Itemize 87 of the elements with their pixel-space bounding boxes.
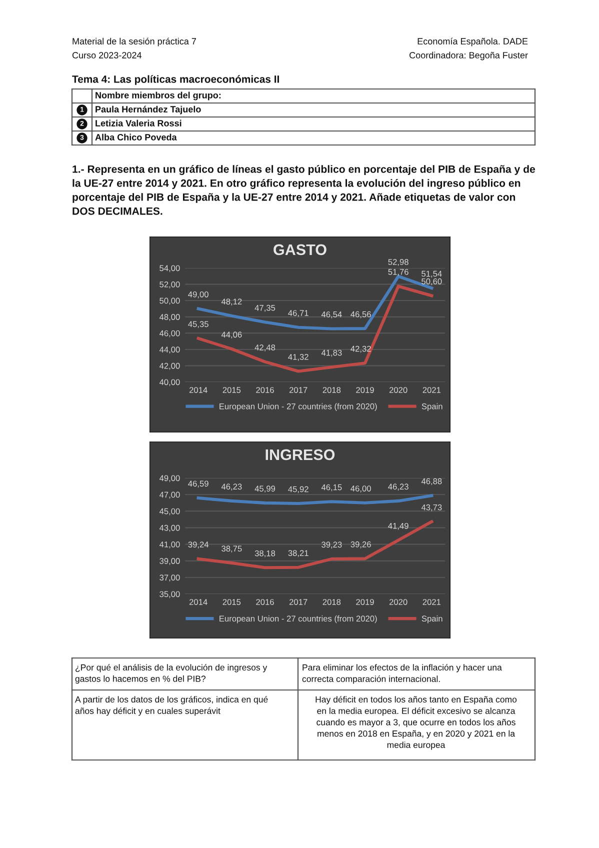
legend-label: Spain (422, 403, 442, 411)
data-label: 43,73 (421, 504, 442, 512)
text: Letizia Valeria Rossi (96, 120, 182, 126)
x-tick-label: 2018 (322, 599, 341, 605)
text: Economía Española. DADE (418, 38, 528, 46)
data-label: 39,23 (322, 542, 342, 549)
text: ¿Por qué el análisis de la evolución de ingresos y gastos lo hacemos en % del PIB? (75, 664, 268, 684)
text: Para eliminar los efectos de la inflación y hacer una correcta comparación internacional. (302, 664, 502, 684)
data-label: 45,92 (288, 486, 308, 494)
y-tick-label: 35,00 (160, 591, 180, 598)
text: DOS DECIMALES. (72, 207, 162, 215)
data-label: 51,76 (388, 268, 408, 276)
y-tick-label: 37,00 (160, 574, 180, 582)
legend-label: European Union - 27 countries (from 2020) (220, 615, 377, 624)
legend-label: Spain (422, 615, 442, 624)
text: Coordinadora: Begoña Fuster (410, 52, 528, 60)
x-tick-label: 2017 (289, 387, 308, 393)
data-label: 38,18 (254, 550, 276, 558)
y-tick-label: 42,00 (159, 362, 180, 370)
y-tick-label: 54,00 (160, 265, 180, 272)
x-tick-label: 2016 (256, 599, 274, 605)
y-tick-label: 52,00 (160, 281, 180, 288)
x-tick-label: 2016 (256, 387, 274, 393)
data-label: 46,00 (350, 486, 371, 492)
chart-title: GASTO (274, 244, 326, 256)
x-tick-label: 2021 (422, 387, 441, 393)
y-tick-label: 46,00 (159, 330, 180, 338)
y-tick-label: 44,00 (159, 346, 180, 354)
data-label: 46,59 (188, 480, 208, 488)
data-label: 46,23 (221, 484, 242, 491)
chart-title: INGRESO (266, 449, 335, 460)
data-label: 47,35 (254, 304, 276, 312)
data-label: 51,54 (422, 270, 442, 278)
y-tick-label: 41,00 (159, 541, 180, 548)
line-series (196, 494, 434, 506)
data-label: 46,88 (421, 478, 442, 486)
x-tick-label: 2015 (222, 387, 241, 393)
data-label: 39,26 (350, 541, 371, 548)
y-tick-label: 43,00 (159, 524, 180, 532)
text: Hay déficit en todos los años tanto en España como en la media europea. El déficit excesivo se alcanza cuando es mayor a 3, que ocurre en todos los años menos en 2018 en España, y en 2020 y 2021 en la media europea (316, 696, 517, 750)
data-label: 42,48 (254, 344, 276, 352)
data-label: 49,00 (188, 291, 208, 298)
x-tick-label: 2014 (189, 599, 208, 605)
data-label: 46,15 (321, 484, 342, 492)
data-label: 41,83 (321, 350, 342, 357)
data-label: 39,24 (188, 542, 209, 548)
data-label: 46,23 (388, 484, 408, 491)
text: Curso 2023-2024 (72, 52, 142, 58)
legend-label: European Union - 27 countries (from 2020) (220, 403, 377, 411)
text: A partir de los datos de los gráficos, indica en qué años hay déficit y en cuales superávit (75, 696, 268, 716)
x-tick-label: 2019 (356, 599, 374, 605)
x-tick-label: 2017 (289, 599, 308, 605)
text: Alba Chico Poveda (95, 134, 177, 140)
data-label: 52,98 (388, 259, 408, 266)
data-label: 46,54 (321, 311, 342, 318)
x-tick-label: 2018 (322, 387, 341, 393)
text: Paula Hernández Tajuelo (96, 106, 201, 114)
data-label: 44,06 (221, 332, 242, 339)
text: porcentaje del PIB de España y la UE-27 entre 2014 y 2021. Añade etiquetas de valor con (72, 193, 516, 203)
text: Material de la sesión práctica 7 (72, 38, 196, 46)
x-tick-label: 2014 (189, 387, 208, 393)
x-tick-label: 2020 (389, 599, 408, 605)
data-label: 41,49 (388, 522, 408, 530)
y-tick-label: 50,00 (160, 298, 180, 305)
y-tick-label: 40,00 (159, 379, 180, 386)
data-label: 45,35 (188, 321, 208, 328)
data-label: 45,99 (254, 486, 276, 493)
text: 1.- Representa en un gráfico de líneas el gasto público en porcentaje del PIB de España y de (72, 165, 536, 175)
y-tick-label: 48,00 (159, 314, 180, 321)
text: Tema 4: Las políticas macroeconómicas II (72, 75, 279, 85)
data-label: 50,60 (422, 278, 442, 286)
data-label: 38,21 (288, 550, 308, 558)
y-tick-label: 45,00 (159, 508, 180, 516)
data-label: 48,12 (221, 298, 242, 306)
data-label: 41,32 (288, 354, 308, 361)
x-tick-label: 2015 (222, 599, 241, 605)
data-label: 38,75 (222, 546, 242, 553)
x-tick-label: 2019 (356, 387, 374, 393)
data-label: 46,71 (288, 310, 308, 317)
text: Nombre miembros del grupo: (96, 92, 221, 100)
data-label: 46,56 (350, 311, 371, 318)
x-tick-label: 2021 (422, 599, 441, 605)
text: la UE-27 entre 2014 y 2021. En otro gráfico representa la evolución del ingreso público en (72, 179, 520, 189)
y-tick-label: 49,00 (159, 475, 180, 482)
y-tick-label: 39,00 (160, 558, 180, 565)
y-tick-label: 47,00 (159, 492, 180, 499)
x-tick-label: 2020 (389, 387, 408, 393)
